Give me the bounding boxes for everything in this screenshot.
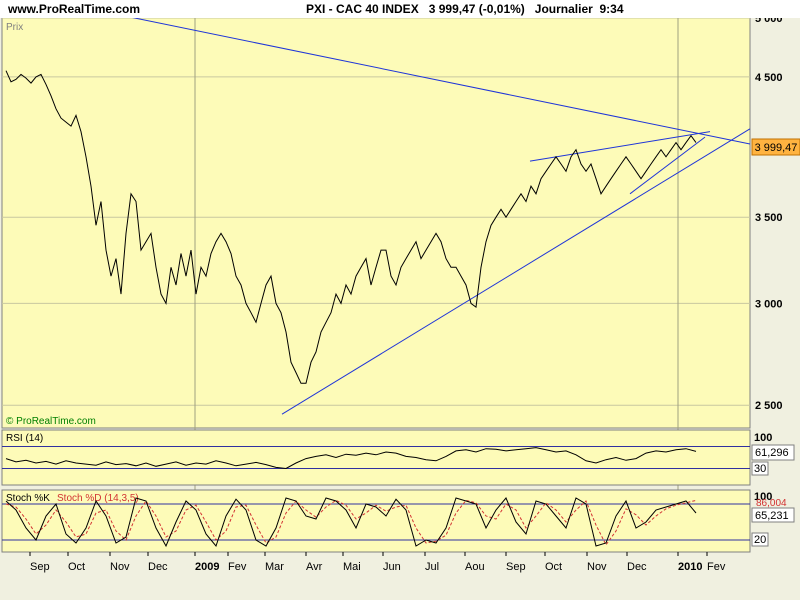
rsi-panel-bg: [1, 429, 751, 486]
x-tick-label: Jul: [425, 561, 439, 573]
x-tick-label: Mar: [265, 561, 284, 573]
stoch-k-line: [5, 497, 697, 548]
period-label: Journalier: [534, 2, 593, 16]
rsi-panel-label: RSI (14): [6, 433, 43, 444]
rsi-value-tag: 61,296: [755, 447, 789, 459]
stoch-20-tag-bg: [751, 532, 769, 547]
rsi-tick-100: 100: [754, 432, 772, 444]
time-label: 9:34: [599, 2, 624, 16]
price-tick-label: 3 000: [755, 298, 783, 310]
stoch-panel-bg: [1, 489, 751, 553]
rsi-levels: [2, 446, 750, 469]
x-tick-label: 2009: [195, 561, 219, 573]
x-tick-label: 2010: [678, 561, 702, 573]
rsi-value-tag-bg: [751, 444, 795, 461]
stoch-d-value: 86,004: [756, 498, 787, 509]
price-y-axis: 2 500 3 000 3 500 4 500 5 000: [755, 18, 783, 412]
x-tick-label: Fev: [707, 561, 726, 573]
last-price-tag-text: 3 999,47: [755, 142, 798, 154]
x-tick-label: Jun: [383, 561, 401, 573]
price-panel-bg: [1, 18, 751, 429]
site-link[interactable]: www.ProRealTime.com: [8, 2, 141, 16]
instrument-name: PXI - CAC 40 INDEX: [306, 2, 419, 16]
price-tick-label: 5 000: [755, 18, 783, 25]
trendline[interactable]: [529, 131, 711, 162]
x-tick-label: Avr: [306, 561, 323, 573]
x-tick-label: Nov: [110, 561, 130, 573]
stoch-k-value: 65,231: [755, 510, 789, 522]
x-tick-label: Aou: [465, 561, 485, 573]
x-tick-label: Oct: [68, 561, 85, 573]
stoch-k-label: Stoch %K: [6, 493, 50, 504]
price-tick-label: 4 500: [755, 72, 783, 84]
x-tick-label: Dec: [148, 561, 168, 573]
price-series-line: [5, 70, 697, 384]
last-price-tag-bg: [751, 138, 800, 156]
stoch-d-label: Stoch %D (14,3,5): [57, 493, 139, 504]
x-tick-label: Sep: [30, 561, 50, 573]
chart-svg: Prix © ProRealTime.com 2 500 3 000 3 500 4 …: [0, 18, 800, 600]
x-tick-label: Nov: [587, 561, 607, 573]
x-tick-label: Mai: [343, 561, 361, 573]
price-panel-label: Prix: [6, 22, 23, 33]
trendline[interactable]: [629, 136, 706, 195]
chart-header: www.ProRealTime.com PXI - CAC 40 INDEX 3…: [0, 0, 800, 18]
rsi-series-line: [5, 447, 697, 470]
last-price-tag: 3 999,47: [751, 138, 800, 156]
stoch-tick-100: 100: [754, 491, 772, 503]
last-quote: 3 999,47 (-0,01%): [428, 2, 525, 16]
trendlines[interactable]: [70, 18, 751, 415]
stoch-tick-20: 20: [754, 534, 766, 546]
trendline[interactable]: [70, 18, 751, 145]
rsi-30-tag-bg: [751, 461, 769, 476]
x-tick-label: Sep: [506, 561, 526, 573]
stoch-levels: [2, 503, 750, 541]
stoch-k-value-bg: [751, 507, 795, 523]
price-tick-label: 2 500: [755, 400, 783, 412]
chart-title: PXI - CAC 40 INDEX 3 999,47 (-0,01%) Jou…: [306, 2, 624, 16]
price-tick-label: 3 500: [755, 212, 783, 224]
watermark-text: © ProRealTime.com: [6, 416, 96, 427]
x-axis: Sep Oct Nov Dec 2009 Fev Mar Avr Mai Jun Jul Aou Sep…: [29, 552, 726, 573]
rsi-panel[interactable]: RSI (14) 100 61,296 30: [1, 429, 795, 486]
x-tick-label: Dec: [627, 561, 647, 573]
trendline[interactable]: [281, 128, 751, 415]
stoch-panel[interactable]: Stoch %K Stoch %D (14,3,5) 100 86,004 65…: [1, 489, 795, 553]
rsi-tick-30: 30: [754, 463, 766, 475]
x-tick-label: Oct: [545, 561, 562, 573]
x-tick-label: Fev: [228, 561, 247, 573]
